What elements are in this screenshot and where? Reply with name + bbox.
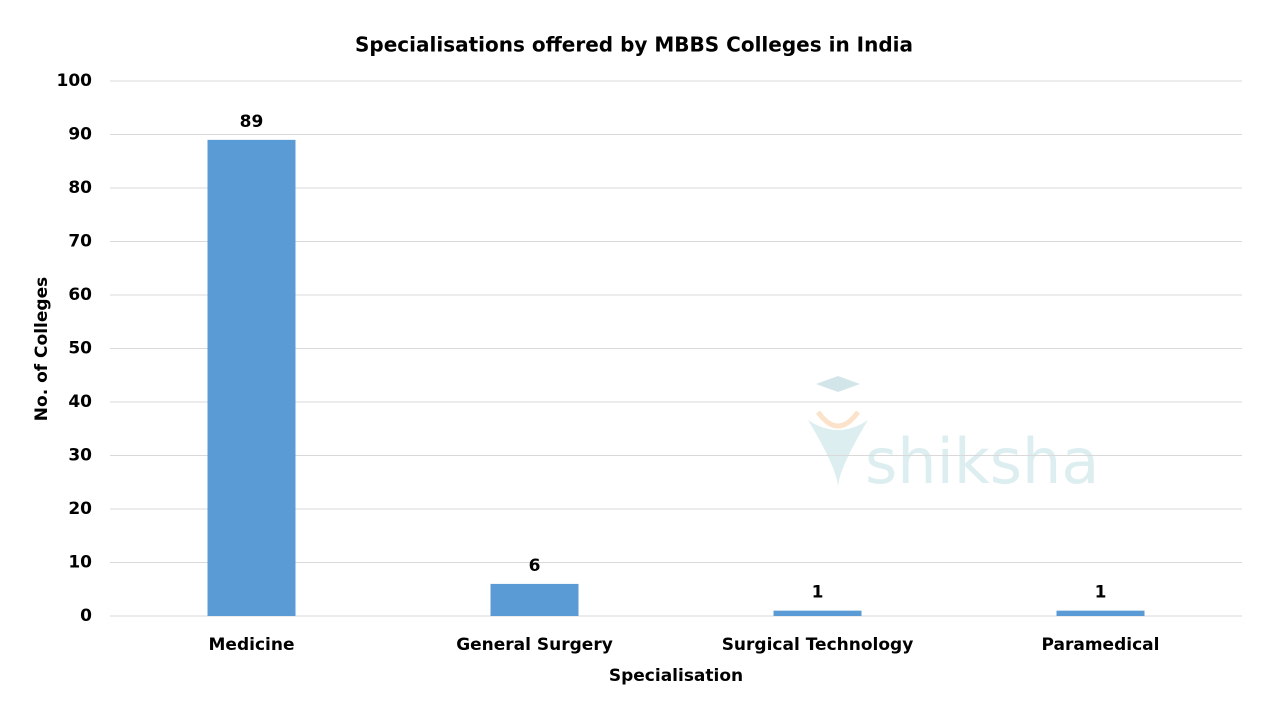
x-tick-label: Paramedical xyxy=(1042,635,1160,655)
x-tick-label: General Surgery xyxy=(456,635,613,655)
x-tick-label: Surgical Technology xyxy=(722,635,914,655)
watermark-logo: shiksha xyxy=(808,376,1099,498)
y-axis-label: No. of Colleges xyxy=(32,277,52,421)
y-tick-label: 70 xyxy=(68,232,92,252)
y-tick-label: 40 xyxy=(68,392,92,412)
data-label: 89 xyxy=(240,112,264,132)
y-tick-label: 30 xyxy=(68,446,92,466)
bar xyxy=(773,610,862,616)
y-tick-label: 20 xyxy=(68,499,92,519)
chart-title: Specialisations offered by MBBS Colleges… xyxy=(355,33,913,57)
data-label: 1 xyxy=(1095,583,1107,603)
y-tick-label: 90 xyxy=(68,125,92,145)
y-tick-label: 60 xyxy=(68,285,92,305)
bar xyxy=(1056,610,1145,616)
bar xyxy=(207,139,296,616)
y-tick-label: 0 xyxy=(80,606,92,626)
watermark: shiksha xyxy=(865,425,1099,498)
data-label: 1 xyxy=(812,583,824,603)
bar xyxy=(490,583,579,616)
y-tick-label: 50 xyxy=(68,339,92,359)
y-tick-label: 100 xyxy=(57,71,93,91)
data-label: 6 xyxy=(529,556,541,576)
x-axis-label: Specialisation xyxy=(609,666,743,686)
y-tick-label: 10 xyxy=(68,553,92,573)
x-tick-label: Medicine xyxy=(209,635,295,655)
y-tick-label: 80 xyxy=(68,178,92,198)
